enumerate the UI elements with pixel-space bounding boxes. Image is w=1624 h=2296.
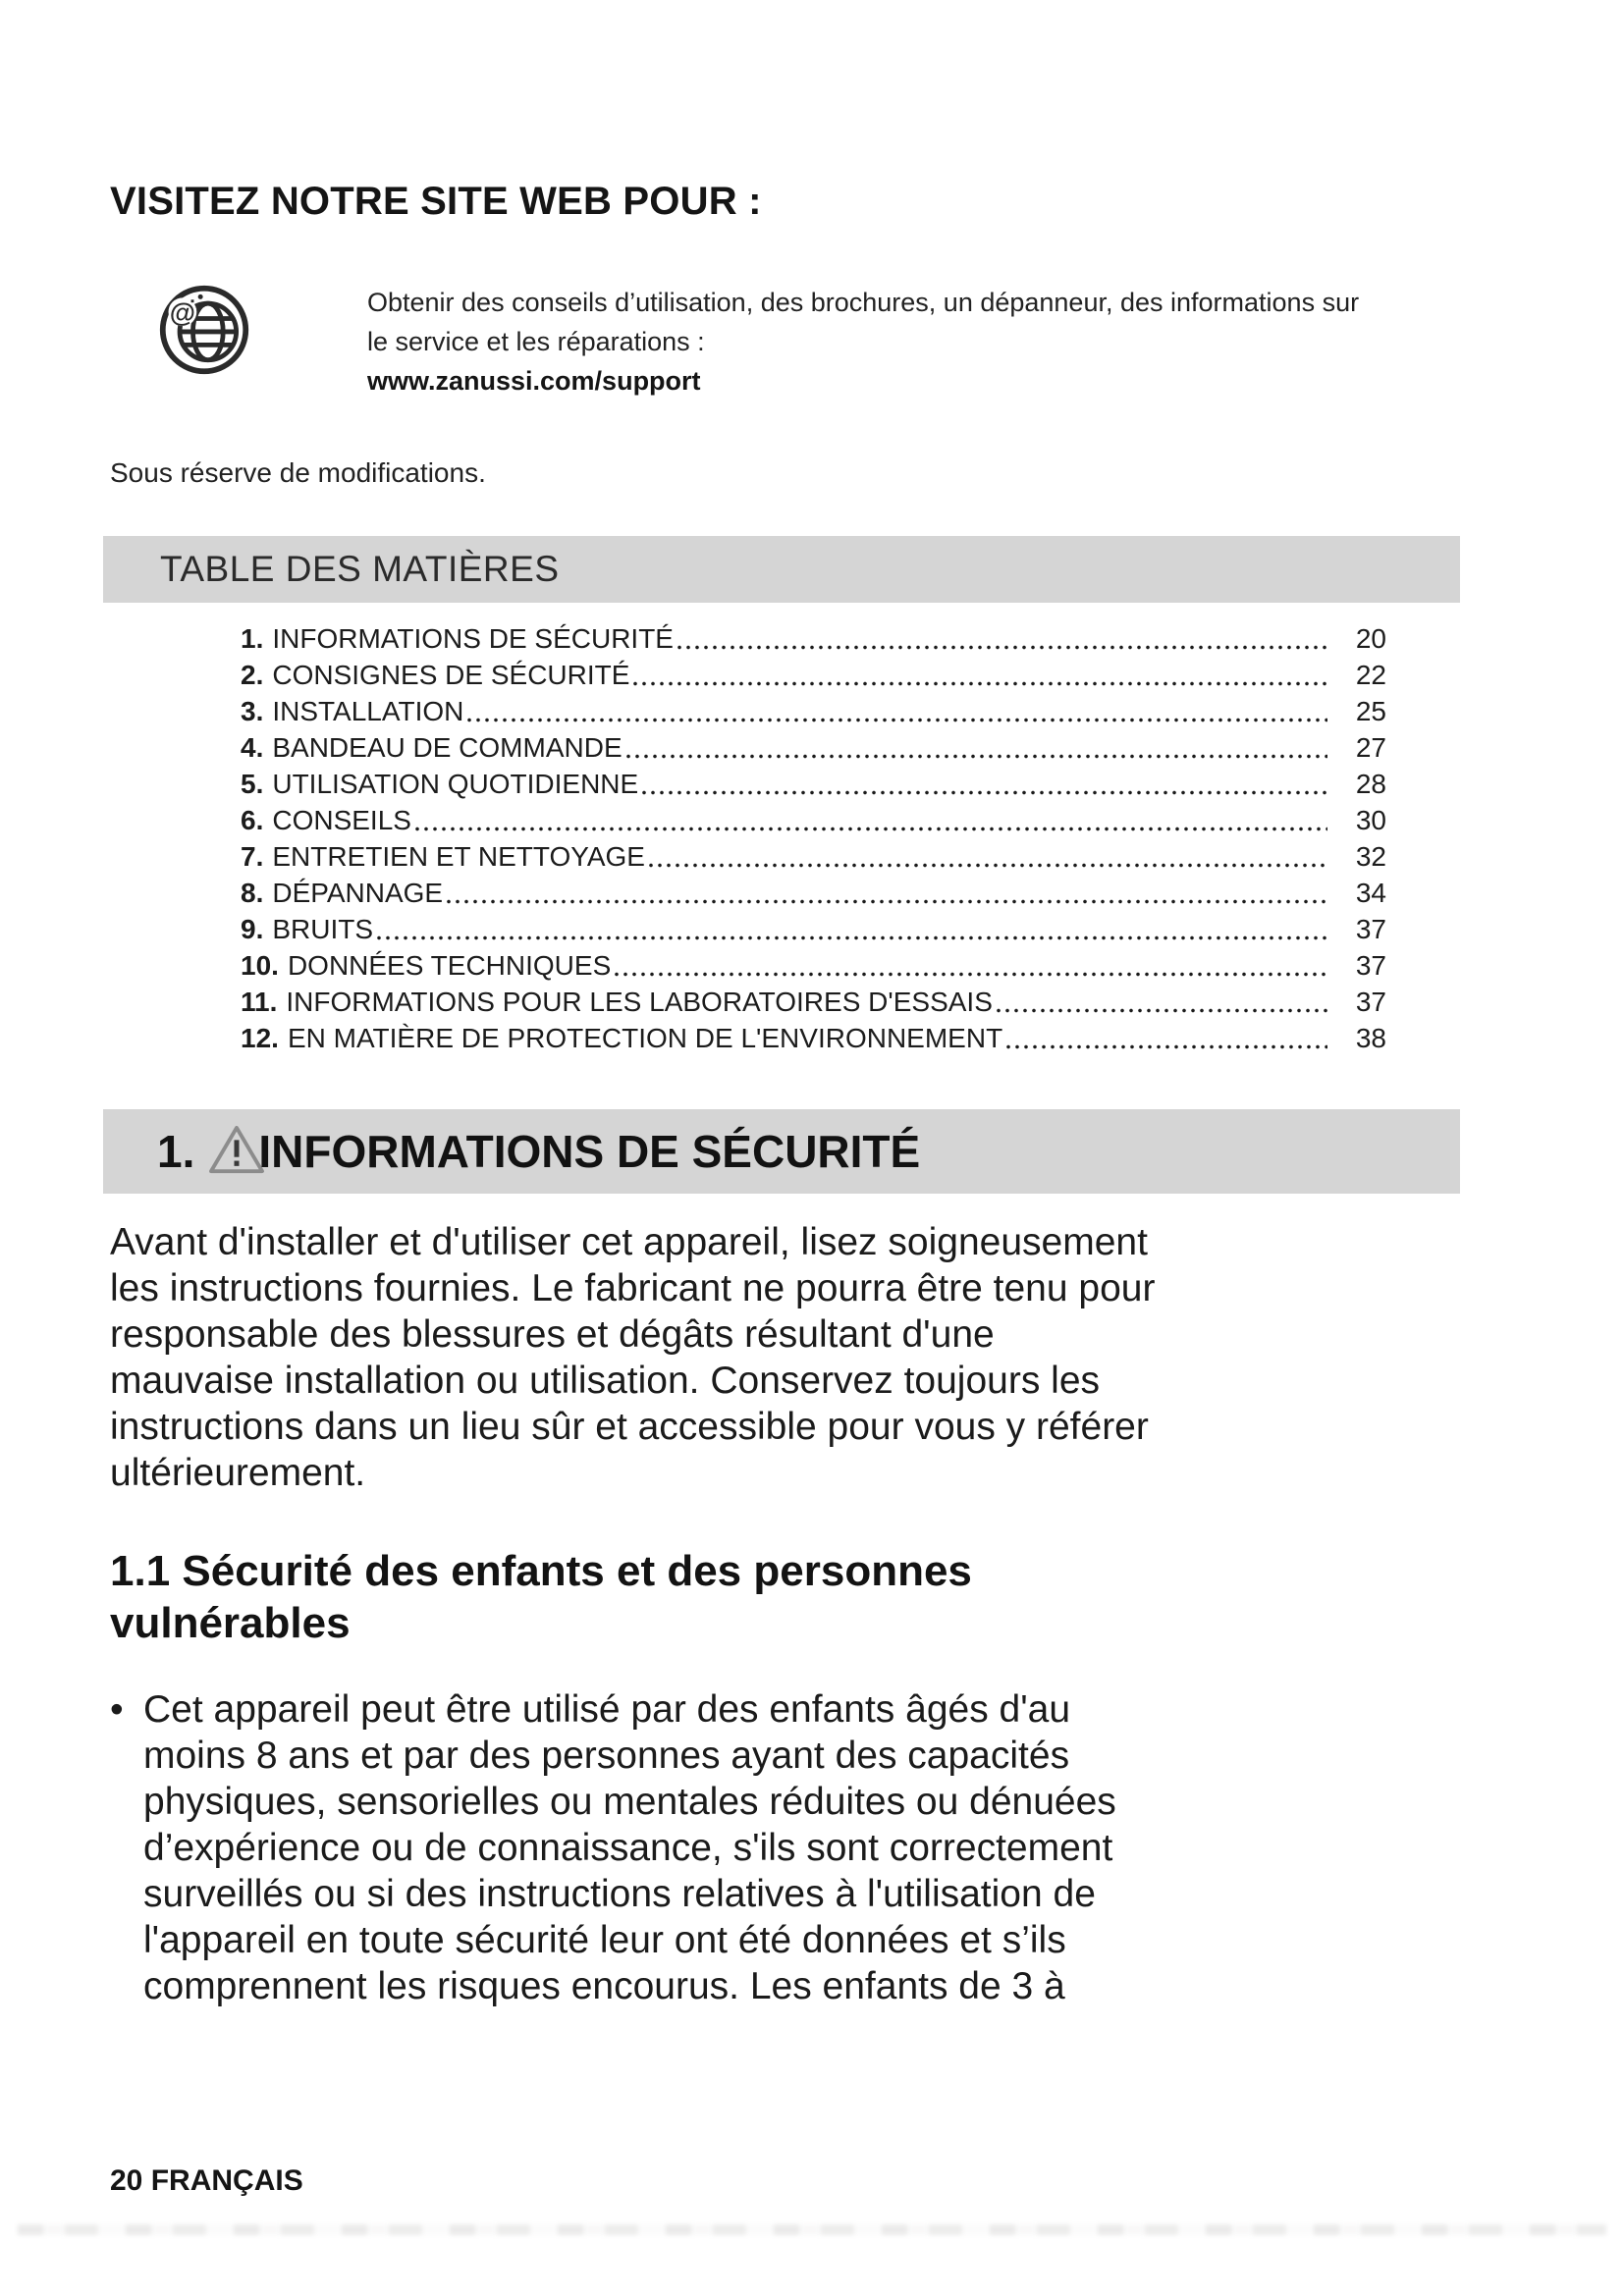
toc-entry-10[interactable]: 10. DONNÉES TECHNIQUES 37 xyxy=(241,945,1386,982)
toc-entry-page: 22 xyxy=(1355,660,1386,690)
toc-entry-label: INSTALLATION xyxy=(272,696,464,726)
website-info-line2: le service et les réparations : xyxy=(367,327,705,356)
toc-entry-number: 9. xyxy=(241,914,264,944)
toc-entry-7[interactable]: 7. ENTRETIEN ET NETTOYAGE 32 xyxy=(241,836,1386,873)
toc-dot-leader xyxy=(413,826,1327,832)
toc-entry-11[interactable]: 11. INFORMATIONS POUR LES LABORATOIRES D… xyxy=(241,982,1386,1018)
warning-triangle-icon xyxy=(208,1124,265,1186)
section1-title: 1. INFORMATIONS DE SÉCURITÉ xyxy=(157,1118,920,1186)
toc-dot-leader xyxy=(614,971,1327,978)
toc-entry-label: UTILISATION QUOTIDIENNE xyxy=(272,769,639,799)
page-footer: 20 FRANÇAIS xyxy=(110,2164,303,2197)
toc-entry-label: INFORMATIONS POUR LES LABORATOIRES D'ESS… xyxy=(286,987,993,1017)
section1-intro-paragraph: Avant d'installer et d'utiliser cet appa… xyxy=(110,1221,1156,1494)
toc-entry-number: 4. xyxy=(241,732,264,763)
toc-entry-page: 37 xyxy=(1355,914,1386,944)
toc-title: TABLE DES MATIÈRES xyxy=(160,549,560,589)
toc-entry-5[interactable]: 5. UTILISATION QUOTIDIENNE 28 xyxy=(241,764,1386,800)
toc-entry-label: DONNÉES TECHNIQUES xyxy=(287,950,612,981)
list-item: • Cet appareil peut être utilisé par des… xyxy=(110,1686,1463,2009)
toc-entry-label: BRUITS xyxy=(272,914,374,944)
toc-entry-page: 32 xyxy=(1355,841,1386,872)
toc-entry-number: 7. xyxy=(241,841,264,872)
toc-entry-9[interactable]: 9. BRUITS 37 xyxy=(241,909,1386,945)
toc-dot-leader xyxy=(376,934,1327,941)
toc-entry-label: ENTRETIEN ET NETTOYAGE xyxy=(272,841,645,872)
toc-dot-leader xyxy=(641,789,1327,796)
toc-entry-page: 25 xyxy=(1355,696,1386,726)
toc-entry-page: 37 xyxy=(1355,950,1386,981)
toc-entry-8[interactable]: 8. DÉPANNAGE 34 xyxy=(241,873,1386,909)
toc-entry-number: 5. xyxy=(241,769,264,799)
toc-entry-label: DÉPANNAGE xyxy=(272,878,444,908)
modifications-note: Sous réserve de modifications. xyxy=(110,457,486,488)
toc-header-bar: TABLE DES MATIÈRES xyxy=(103,536,1460,603)
toc-entry-label: EN MATIÈRE DE PROTECTION DE L'ENVIRONNEM… xyxy=(287,1023,1003,1053)
toc-entry-number: 8. xyxy=(241,878,264,908)
toc-entry-page: 37 xyxy=(1355,987,1386,1017)
bullet-icon: • xyxy=(110,1688,124,1731)
website-info-text: Obtenir des conseils d’utilisation, des … xyxy=(367,283,1359,400)
toc-dot-leader xyxy=(632,680,1327,687)
toc-entry-number: 10. xyxy=(241,950,279,981)
toc-entry-label: CONSEILS xyxy=(272,805,411,835)
website-info-line1: Obtenir des conseils d’utilisation, des … xyxy=(367,288,1360,317)
toc-dot-leader xyxy=(995,1007,1327,1014)
globe-at-icon: @ xyxy=(157,283,251,400)
table-of-contents: 1. INFORMATIONS DE SÉCURITÉ 20 2. CONSIG… xyxy=(241,618,1386,1054)
toc-entry-number: 12. xyxy=(241,1023,279,1053)
toc-entry-page: 20 xyxy=(1355,623,1386,654)
section1-header-bar: 1. INFORMATIONS DE SÉCURITÉ xyxy=(103,1109,1460,1194)
toc-entry-page: 38 xyxy=(1355,1023,1386,1053)
section1-number: 1. xyxy=(157,1126,195,1177)
toc-entry-1[interactable]: 1. INFORMATIONS DE SÉCURITÉ 20 xyxy=(241,618,1386,655)
toc-entry-number: 1. xyxy=(241,623,264,654)
toc-entry-6[interactable]: 6. CONSEILS 30 xyxy=(241,800,1386,836)
toc-entry-label: CONSIGNES DE SÉCURITÉ xyxy=(272,660,630,690)
toc-dot-leader xyxy=(1005,1043,1327,1050)
toc-entry-number: 3. xyxy=(241,696,264,726)
page-title: VISITEZ NOTRE SITE WEB POUR : xyxy=(110,180,762,223)
support-url-link[interactable]: www.zanussi.com/support xyxy=(367,366,701,396)
toc-entry-number: 11. xyxy=(241,987,278,1017)
toc-entry-label: BANDEAU DE COMMANDE xyxy=(272,732,623,763)
toc-entry-number: 6. xyxy=(241,805,264,835)
toc-entry-3[interactable]: 3. INSTALLATION 25 xyxy=(241,691,1386,727)
toc-entry-page: 28 xyxy=(1355,769,1386,799)
section11-heading: 1.1 Sécurité des enfants et des personne… xyxy=(110,1547,972,1647)
toc-dot-leader xyxy=(624,753,1327,760)
svg-text:@: @ xyxy=(170,297,195,327)
toc-entry-page: 30 xyxy=(1355,805,1386,835)
toc-entry-number: 2. xyxy=(241,660,264,690)
section1-title-text: INFORMATIONS DE SÉCURITÉ xyxy=(258,1126,921,1177)
toc-entry-4[interactable]: 4. BANDEAU DE COMMANDE 27 xyxy=(241,727,1386,764)
toc-dot-leader xyxy=(446,898,1327,905)
bullet-text: Cet appareil peut être utilisé par des e… xyxy=(143,1688,1116,2007)
website-info-block: @ Obtenir des conseils d’utilisation, de… xyxy=(110,283,1463,400)
toc-dot-leader xyxy=(647,862,1327,869)
toc-entry-page: 27 xyxy=(1355,732,1386,763)
toc-entry-12[interactable]: 12. EN MATIÈRE DE PROTECTION DE L'ENVIRO… xyxy=(241,1018,1386,1054)
toc-entry-page: 34 xyxy=(1355,878,1386,908)
page-bleed-artifact xyxy=(18,2224,1606,2235)
toc-dot-leader xyxy=(676,644,1327,651)
toc-entry-2[interactable]: 2. CONSIGNES DE SÉCURITÉ 22 xyxy=(241,655,1386,691)
toc-entry-label: INFORMATIONS DE SÉCURITÉ xyxy=(272,623,674,654)
toc-dot-leader xyxy=(466,717,1327,723)
